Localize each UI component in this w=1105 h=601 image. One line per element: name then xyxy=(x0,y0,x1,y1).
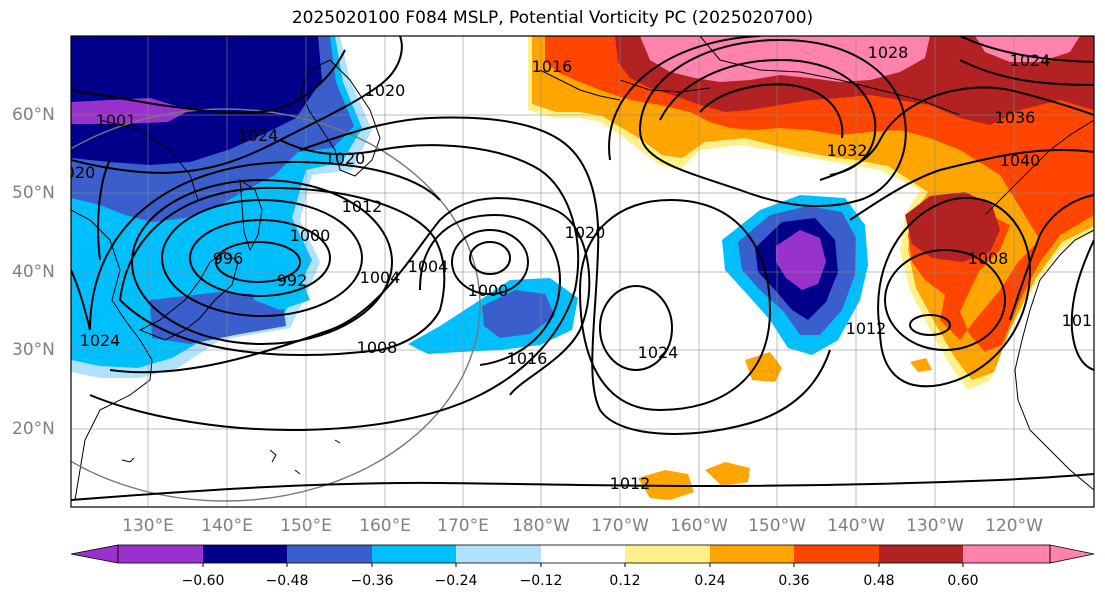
lon-label-180w: 180°W xyxy=(512,516,570,536)
lon-label-160e: 160°E xyxy=(359,516,411,536)
pv-trough-blue xyxy=(482,290,555,338)
colorbar-segment xyxy=(203,545,287,563)
lat-label-30n: 30°N xyxy=(12,340,55,360)
colorbar-tick: 0.36 xyxy=(778,573,810,589)
pv-negative-navy xyxy=(71,36,322,165)
isobar-label: 1028 xyxy=(868,43,909,62)
lon-label-120w: 120°W xyxy=(985,516,1043,536)
colorbar-segment xyxy=(456,545,541,563)
colorbar-tick: 0.48 xyxy=(863,573,895,589)
isobar-label: 1012 xyxy=(846,319,887,338)
colorbar-outline xyxy=(117,544,1051,564)
isobar-label: 020 xyxy=(65,163,96,182)
pv-positive-pink xyxy=(640,36,930,82)
colorbar xyxy=(70,544,1095,567)
isobar-label: 1024 xyxy=(1010,51,1051,70)
pv-positive-pink-ne xyxy=(975,36,1080,62)
colorbar-tick: 0.12 xyxy=(609,573,641,589)
map-area: 1012 1020 1024 1008 1004 1000 1004 992 996 1000 10… xyxy=(65,36,1103,507)
isobar-labels: 1012 1020 1024 1008 1004 1000 1004 992 996 1000 10… xyxy=(65,43,1103,493)
colorbar-tick: −0.36 xyxy=(350,573,394,589)
isobar-label: 1024 xyxy=(80,331,121,350)
isobar-label: 1004 xyxy=(408,257,449,276)
colorbar-segment xyxy=(625,545,710,563)
isobar-label: 1024 xyxy=(638,343,679,362)
isobar-label: 1040 xyxy=(1000,151,1041,170)
isobar-label: 1012 xyxy=(342,197,383,216)
lon-label-140w: 140°W xyxy=(827,516,885,536)
lat-label-20n: 20°N xyxy=(12,419,55,439)
lon-label-150e: 150°E xyxy=(280,516,332,536)
isobar-label: 1000 xyxy=(468,281,509,300)
graticule xyxy=(71,36,1094,507)
pv-positive-orange-patch2 xyxy=(705,462,750,486)
isobars xyxy=(71,36,1094,501)
colorbar-extend-right xyxy=(1049,544,1095,564)
range-circle xyxy=(71,108,481,502)
isobar-label: 1008 xyxy=(968,249,1009,268)
colorbar-tick: −0.24 xyxy=(434,573,478,589)
isobar-label: 1001 xyxy=(96,111,137,130)
isobar-label: 992 xyxy=(277,271,308,290)
chart-title: 2025020100 F084 MSLP, Potential Vorticit… xyxy=(291,8,814,28)
isobar-label: 996 xyxy=(213,249,244,268)
isobar-label: 1016 xyxy=(532,57,573,76)
isobar-label: 1012 xyxy=(610,474,651,493)
map-frame xyxy=(70,35,1095,508)
lon-label-150w: 150°W xyxy=(748,516,806,536)
isobar-label: 1024 xyxy=(238,126,279,145)
lon-label-160w: 160°W xyxy=(670,516,728,536)
colorbar-segment xyxy=(287,545,372,563)
colorbar-tick: −0.12 xyxy=(519,573,563,589)
colorbar-segment xyxy=(541,545,625,563)
lon-label-170e: 170°E xyxy=(437,516,489,536)
colorbar-segment xyxy=(372,545,456,563)
colorbar-segment xyxy=(118,545,203,563)
colorbar-extend-left xyxy=(70,544,119,564)
lat-label-40n: 40°N xyxy=(12,262,55,282)
colorbar-tick: 0.60 xyxy=(947,573,979,589)
isobar-label: 1036 xyxy=(995,108,1036,127)
colorbar-segment xyxy=(879,545,963,563)
isobar-label: 1020 xyxy=(565,223,606,242)
isobar-label: 1020 xyxy=(365,81,406,100)
pv-positive-orange-patch4 xyxy=(910,358,932,372)
colorbar-segment xyxy=(794,545,879,563)
pv-negative-patch-south-cyan xyxy=(250,276,310,310)
colorbar-tick: 0.24 xyxy=(694,573,726,589)
pv-cutoff-purple xyxy=(776,230,826,290)
isobar-label: 1012 xyxy=(1062,311,1103,330)
isobar-label: 1020 xyxy=(325,149,366,168)
isobar-label: 1004 xyxy=(360,268,401,287)
colorbar-tick: −0.48 xyxy=(265,573,309,589)
lon-label-170w: 170°W xyxy=(591,516,649,536)
isobar-label: 1016 xyxy=(507,349,548,368)
colorbar-tick: −0.60 xyxy=(181,573,225,589)
lon-label-130e: 130°E xyxy=(122,516,174,536)
lat-label-60n: 60°N xyxy=(12,105,55,125)
pv-positive-orange-yellow-patch1 xyxy=(745,352,782,382)
isobar-label: 1008 xyxy=(357,338,398,357)
lon-label-130w: 130°W xyxy=(906,516,964,536)
isobar-label: 1000 xyxy=(290,226,331,245)
lon-label-140e: 140°E xyxy=(201,516,253,536)
colorbar-segment xyxy=(710,545,794,563)
colorbar-segment xyxy=(963,545,1050,563)
lat-label-50n: 50°N xyxy=(12,183,55,203)
isobar-label: 1032 xyxy=(827,141,868,160)
